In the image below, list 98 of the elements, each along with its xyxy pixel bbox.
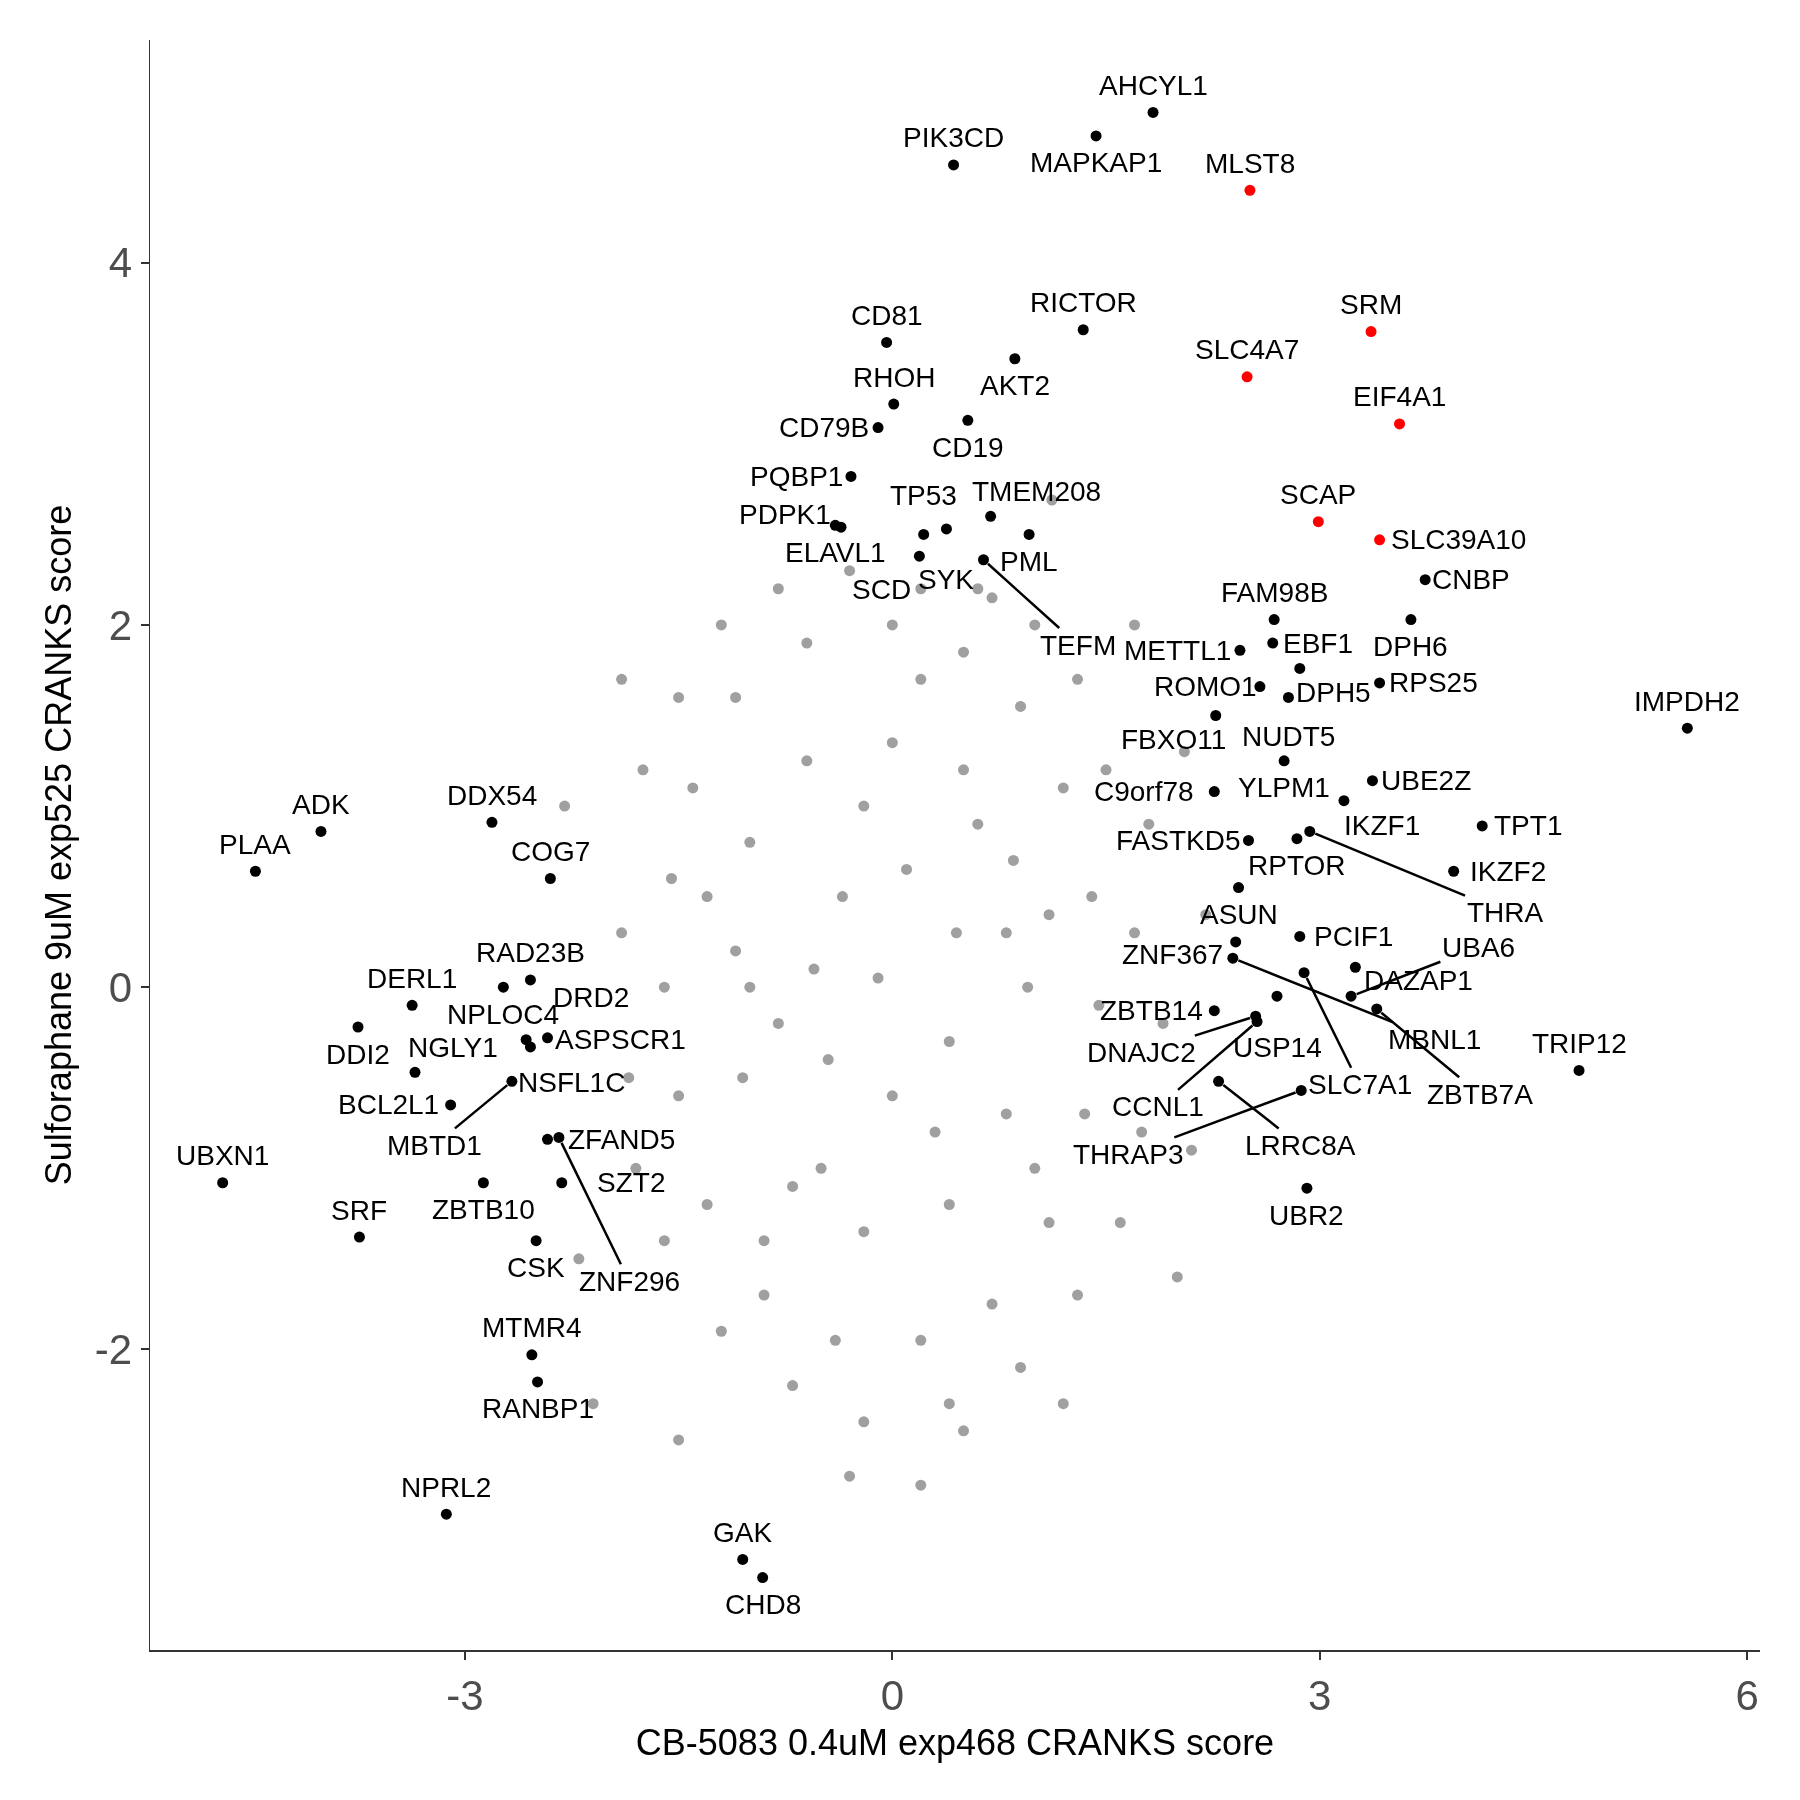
annotation: TRIP12 [1532, 1028, 1627, 1059]
annotation: MTMR4 [482, 1312, 582, 1343]
x-tick-label: 0 [880, 1671, 904, 1719]
annotation: C9orf78 [1094, 776, 1194, 807]
annotation: RPTOR [1248, 850, 1346, 881]
annotation: NPRL2 [401, 1472, 492, 1503]
annotation: UBR2 [1269, 1200, 1344, 1231]
x-tick-label: 3 [1308, 1671, 1332, 1719]
annotation: BCL2L1 [338, 1089, 440, 1120]
x-tick-label: 6 [1735, 1671, 1759, 1719]
annotation: ZBTB10 [432, 1194, 535, 1225]
annotation: USP14 [1233, 1032, 1322, 1063]
annotation: RHOH [853, 362, 936, 393]
annotation: CSK [507, 1252, 565, 1283]
annotation: PQBP1 [750, 461, 844, 492]
annotation: AHCYL1 [1099, 70, 1208, 101]
annotation: DERL1 [367, 963, 458, 994]
annotation: DPH5 [1296, 677, 1371, 708]
annotation: DPH6 [1373, 631, 1448, 662]
annotation: GAK [713, 1517, 773, 1548]
annotation: ELAVL1 [785, 537, 886, 568]
annotation: EIF4A1 [1353, 381, 1447, 412]
annotation: IKZF1 [1344, 810, 1421, 841]
annotation: ROMO1 [1154, 671, 1257, 702]
annotation: CHD8 [725, 1589, 802, 1620]
annotation: RICTOR [1030, 287, 1137, 318]
annotation: NUDT5 [1242, 721, 1336, 752]
annotation: DDX54 [447, 780, 538, 811]
annotation: SRF [331, 1195, 387, 1226]
annotation: ZBTB14 [1100, 995, 1203, 1026]
y-axis-title: Sulforaphane 9uM exp525 CRANKS score [37, 504, 79, 1186]
annotation: IMPDH2 [1634, 686, 1740, 717]
annotation: SRM [1340, 289, 1403, 320]
annotation: ZBTB7A [1427, 1079, 1534, 1110]
annotation: EBF1 [1283, 628, 1354, 659]
x-tick-label: -3 [446, 1671, 484, 1719]
annotation: SLC7A1 [1308, 1069, 1413, 1100]
annotation: CD79B [779, 412, 870, 443]
annotation: PLAA [219, 829, 291, 860]
annotation: COG7 [511, 836, 591, 867]
annotation: DNAJC2 [1087, 1037, 1196, 1068]
annotation: FAM98B [1221, 577, 1329, 608]
annotation: PIK3CD [903, 122, 1005, 153]
annotation: LRRC8A [1245, 1130, 1356, 1161]
annotation: ZNF367 [1122, 939, 1224, 970]
point [1241, 371, 1253, 383]
annotation: UBXN1 [176, 1140, 270, 1171]
annotation: TPT1 [1494, 810, 1563, 841]
annotation: SYK [918, 564, 975, 595]
annotation: RPS25 [1389, 667, 1478, 698]
annotation: METTL1 [1124, 635, 1232, 666]
annotation: SCAP [1280, 479, 1357, 510]
annotation: ASUN [1200, 899, 1278, 930]
annotation: CD19 [932, 432, 1004, 463]
annotation: ZFAND5 [568, 1124, 676, 1155]
annotation: SCD [852, 574, 912, 605]
y-tick-label: 4 [108, 239, 133, 287]
y-tick-label: 0 [108, 963, 133, 1011]
annotation: PML [1000, 546, 1058, 577]
annotation: NGLY1 [408, 1032, 498, 1063]
annotation: CD81 [851, 300, 923, 331]
annotation: FASTKD5 [1116, 825, 1241, 856]
annotation: CNBP [1432, 564, 1510, 595]
annotation: FBXO11 [1121, 724, 1227, 755]
annotation: ADK [292, 789, 350, 820]
annotation: IKZF2 [1470, 856, 1547, 887]
annotation: PCIF1 [1314, 921, 1394, 952]
annotation: TEFM [1040, 630, 1117, 661]
annotation: RANBP1 [482, 1393, 595, 1424]
annotation: DDI2 [326, 1039, 390, 1070]
annotation: SLC4A7 [1195, 334, 1300, 365]
annotation: UBE2Z [1381, 765, 1472, 796]
annotation: TMEM208 [972, 476, 1102, 507]
annotation: MAPKAP1 [1030, 147, 1163, 178]
annotation: SLC39A10 [1391, 524, 1527, 555]
annotation: MLST8 [1205, 148, 1296, 179]
annotation: ASPSCR1 [555, 1024, 686, 1055]
annotation: CCNL1 [1112, 1091, 1204, 1122]
annotation: RAD23B [476, 937, 585, 968]
annotation: THRA [1467, 897, 1544, 928]
annotation: NSFL1C [518, 1067, 626, 1098]
y-tick-label: -2 [94, 1326, 133, 1374]
x-axis-title: CB-5083 0.4uM exp468 CRANKS score [635, 1722, 1275, 1764]
annotation: MBTD1 [387, 1130, 482, 1161]
point [1312, 516, 1324, 528]
annotation: AKT2 [980, 370, 1051, 401]
point [1244, 184, 1256, 196]
annotation: TP53 [890, 480, 957, 511]
point [1394, 418, 1406, 430]
annotation: SZT2 [597, 1167, 666, 1198]
annotation: THRAP3 [1073, 1139, 1184, 1170]
annotation: ZNF296 [579, 1266, 681, 1297]
annotation: YLPM1 [1238, 772, 1330, 803]
point [1374, 534, 1386, 546]
annotation: PDPK1 [739, 499, 831, 530]
point [1365, 326, 1377, 338]
y-tick-label: 2 [108, 601, 133, 649]
annotation: UBA6 [1442, 932, 1516, 963]
